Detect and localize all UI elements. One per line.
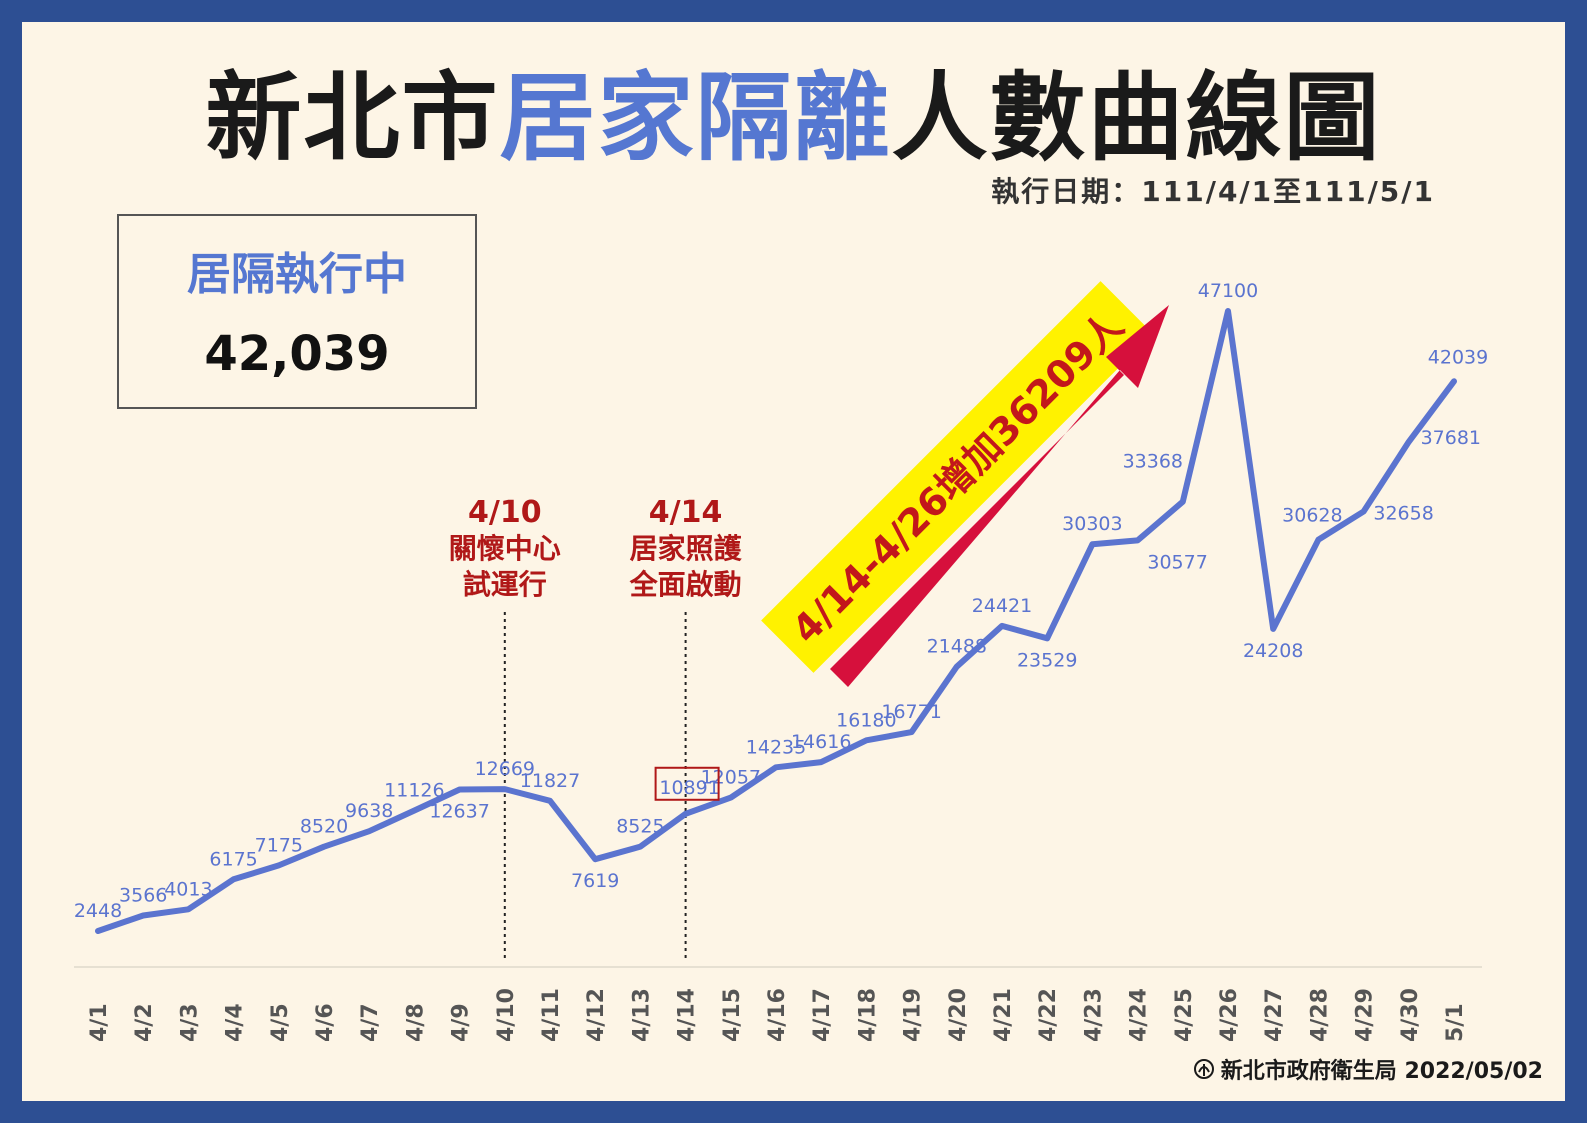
data-label: 16180 bbox=[836, 709, 896, 731]
x-tick-label: 4/14 bbox=[675, 988, 700, 1042]
x-tick-label: 4/17 bbox=[810, 988, 835, 1042]
data-label: 37681 bbox=[1421, 427, 1481, 449]
footer: 新北市政府衛生局 2022/05/02 bbox=[1193, 1053, 1543, 1085]
x-tick-label: 4/3 bbox=[177, 1003, 202, 1042]
annotation-label-2: 4/14 bbox=[649, 495, 723, 530]
x-tick-label: 4/22 bbox=[1036, 988, 1061, 1042]
data-label: 14235 bbox=[746, 736, 806, 758]
x-tick-label: 4/16 bbox=[765, 988, 790, 1042]
data-label: 10891 bbox=[659, 777, 719, 799]
banner-group: 4/14-4/26增加36209人 bbox=[761, 281, 1153, 673]
data-label: 3566 bbox=[119, 884, 167, 906]
data-label: 12057 bbox=[701, 767, 761, 789]
x-tick-label: 4/20 bbox=[946, 988, 971, 1042]
x-tick-label: 4/30 bbox=[1398, 988, 1423, 1042]
x-tick-label: 4/8 bbox=[403, 1003, 428, 1042]
x-tick-label: 4/4 bbox=[223, 1003, 248, 1042]
x-tick-label: 4/23 bbox=[1081, 988, 1106, 1042]
data-label: 4013 bbox=[164, 878, 212, 900]
x-tick-label: 4/1 bbox=[87, 1003, 112, 1042]
data-label: 7619 bbox=[571, 870, 619, 892]
data-label: 32658 bbox=[1373, 503, 1433, 525]
page-title: 新北市居家隔離人數曲線圖 bbox=[22, 40, 1565, 179]
x-tick-label: 4/26 bbox=[1217, 988, 1242, 1042]
x-tick-label: 4/19 bbox=[901, 988, 926, 1042]
annotation-label-1: 試運行 bbox=[463, 568, 547, 601]
x-tick-label: 4/28 bbox=[1307, 988, 1332, 1042]
data-label: 9638 bbox=[345, 800, 393, 822]
data-label: 30303 bbox=[1062, 513, 1122, 535]
data-label: 30628 bbox=[1282, 505, 1342, 527]
x-tick-label: 4/6 bbox=[313, 1003, 338, 1042]
x-tick-label: 4/11 bbox=[539, 988, 564, 1042]
summary-label: 居隔執行中 bbox=[187, 249, 407, 300]
data-label: 42039 bbox=[1428, 346, 1488, 368]
x-tick-label: 4/5 bbox=[268, 1003, 293, 1042]
banner-text: 4/14-4/26增加36209人 bbox=[784, 304, 1132, 652]
title-part2: 人數曲線圖 bbox=[891, 62, 1382, 174]
data-label: 7175 bbox=[255, 834, 303, 856]
x-tick-label: 4/25 bbox=[1172, 988, 1197, 1042]
health-bureau-logo-icon bbox=[1193, 1059, 1214, 1079]
x-tick-label: 4/9 bbox=[449, 1003, 474, 1042]
annotation-label-2: 居家照護 bbox=[630, 532, 743, 565]
data-label: 24421 bbox=[972, 595, 1032, 617]
data-label: 8520 bbox=[300, 816, 348, 838]
annotation-label-1: 4/10 bbox=[468, 495, 542, 530]
x-tick-label: 4/15 bbox=[720, 988, 745, 1042]
x-tick-label: 5/1 bbox=[1443, 1003, 1468, 1042]
x-tick-label: 4/24 bbox=[1127, 988, 1152, 1042]
poster: 新北市居家隔離人數曲線圖 執行日期：111/4/1至111/5/1 居隔執行中 … bbox=[22, 22, 1565, 1101]
x-tick-label: 4/21 bbox=[991, 988, 1016, 1042]
data-label: 21488 bbox=[927, 636, 987, 658]
annotation-label-2: 全面啟動 bbox=[629, 568, 742, 601]
x-tick-label: 4/29 bbox=[1353, 988, 1378, 1042]
data-label: 12669 bbox=[475, 758, 535, 780]
annotation-label-1: 關懷中心 bbox=[449, 532, 561, 565]
series-line bbox=[95, 308, 1457, 934]
summary-value: 42,039 bbox=[204, 326, 390, 382]
data-label: 16771 bbox=[881, 701, 941, 723]
increase-arrow bbox=[830, 305, 1169, 687]
x-tick-label: 4/18 bbox=[855, 988, 880, 1042]
title-part1: 新北市 bbox=[205, 62, 500, 174]
data-label: 30577 bbox=[1147, 551, 1207, 573]
highlight-box bbox=[654, 766, 720, 801]
x-tick-label: 4/10 bbox=[494, 988, 519, 1042]
data-label: 47100 bbox=[1198, 280, 1258, 302]
x-tick-label: 4/7 bbox=[358, 1003, 383, 1042]
title-highlight: 居家隔離 bbox=[499, 62, 892, 174]
data-label: 6175 bbox=[209, 848, 257, 870]
banner-background bbox=[761, 281, 1153, 673]
data-label: 11126 bbox=[384, 780, 444, 802]
data-label: 14616 bbox=[791, 731, 851, 753]
data-label: 12637 bbox=[429, 801, 489, 823]
data-label: 24208 bbox=[1243, 640, 1303, 662]
line-chart: 4/14-4/26增加36209人4/10關懷中心試運行4/14居家照護全面啟動… bbox=[74, 280, 1488, 1042]
x-tick-label: 4/2 bbox=[132, 1003, 157, 1042]
x-tick-label: 4/12 bbox=[584, 988, 609, 1042]
footer-text: 新北市政府衛生局 2022/05/02 bbox=[1220, 1059, 1543, 1084]
data-label: 8525 bbox=[616, 816, 664, 838]
x-tick-label: 4/27 bbox=[1262, 988, 1287, 1042]
execution-period: 執行日期：111/4/1至111/5/1 bbox=[991, 175, 1435, 208]
data-label: 11827 bbox=[520, 770, 580, 792]
data-label: 23529 bbox=[1017, 649, 1077, 671]
summary-box: 居隔執行中 42,039 bbox=[117, 214, 477, 409]
data-label: 2448 bbox=[74, 900, 122, 922]
data-label: 33368 bbox=[1123, 451, 1183, 473]
x-tick-label: 4/13 bbox=[629, 988, 654, 1042]
